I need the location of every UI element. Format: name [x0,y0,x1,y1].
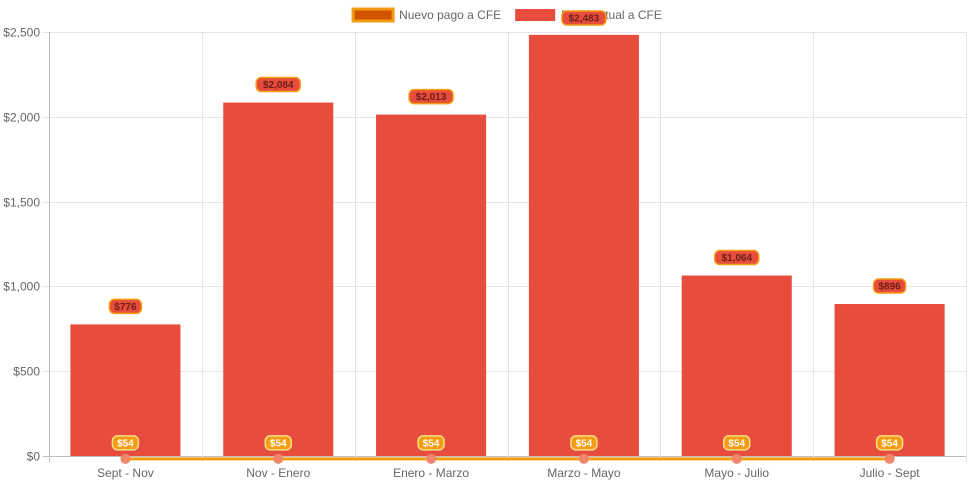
legend-swatch [515,9,556,21]
x-tick-label: Sept - Nov [97,466,154,480]
data-label-box [723,435,751,451]
x-tick-label: Enero - Marzo [393,466,469,480]
data-label-text: $54 [423,438,440,449]
bar-data-label: $776 [108,298,143,315]
data-label-box [875,435,904,451]
bar [223,102,334,457]
data-label-box [714,249,760,266]
bar-data-label: $2,013 [408,88,454,105]
line-point [884,453,895,464]
y-tick-label: $1,500 [3,196,40,210]
x-axis: Sept - Nov Nov - Enero Enero - Marzo Marzo … [97,466,920,480]
data-label-text: $54 [728,438,745,449]
data-labels: $776 $2,084 $2,013 $2,483 $1,064 $896 $54 $54 $5… [108,10,907,451]
line-data-label: $54 [875,435,904,451]
x-tick-label: Marzo - Mayo [547,466,621,480]
data-label-text: $2,483 [569,14,600,25]
bar [70,324,181,456]
data-label-box [570,435,598,451]
bar-series [70,34,945,457]
bar-data-label: $2,084 [255,76,301,93]
data-label-text: $2,084 [263,80,294,91]
legend-label: Nuevo pago a CFE [399,8,501,22]
data-label-text: $1,064 [721,253,752,264]
legend: Nuevo pago a CFE Pago actual a CFE [351,7,662,23]
x-tick-label: Nov - Enero [246,466,310,480]
data-label-box [561,10,607,26]
data-label-box [108,298,143,315]
data-label-box [417,435,445,451]
y-tick-label: $1,000 [3,280,40,294]
line-point [731,453,742,464]
bar-data-label: $2,483 [561,10,607,26]
line-point [426,453,437,464]
line-point [273,453,284,464]
data-label-text: $54 [881,438,898,449]
y-tick-label: $0 [27,450,41,464]
data-label-text: $54 [576,438,593,449]
data-label-text: $896 [878,282,901,293]
y-tick-label: $2,000 [3,111,40,125]
data-label-box [408,88,454,105]
line-point [120,453,131,464]
bar [834,304,945,456]
line-data-label: $54 [570,435,598,451]
bar [681,275,792,456]
y-tick-label: $500 [13,365,40,379]
y-axis: $0 $500 $1,000 $1,500 $2,000 $2,500 [3,26,40,464]
legend-item: Nuevo pago a CFE [351,7,501,23]
line-data-label: $54 [111,435,140,451]
grid-lines [43,32,967,462]
legend-swatch [351,7,395,23]
line-data-label: $54 [417,435,445,451]
y-tick-label: $2,500 [3,26,40,40]
data-label-box [111,435,140,451]
bar-data-label: $896 [872,278,907,294]
bar [376,114,487,456]
x-tick-label: Julio - Sept [860,466,921,480]
bar [528,34,639,456]
line-data-label: $54 [723,435,751,451]
data-label-text: $2,013 [416,92,447,103]
data-label-text: $776 [114,302,137,313]
data-label-text: $54 [117,438,134,449]
data-label-box [264,435,292,451]
data-label-box [255,76,301,93]
data-label-box [872,278,907,294]
data-label-text: $54 [270,438,287,449]
line-point [578,453,589,464]
line-data-label: $54 [264,435,292,451]
bar-data-label: $1,064 [714,249,760,266]
line-series [120,453,895,464]
x-tick-label: Mayo - Julio [704,466,769,480]
